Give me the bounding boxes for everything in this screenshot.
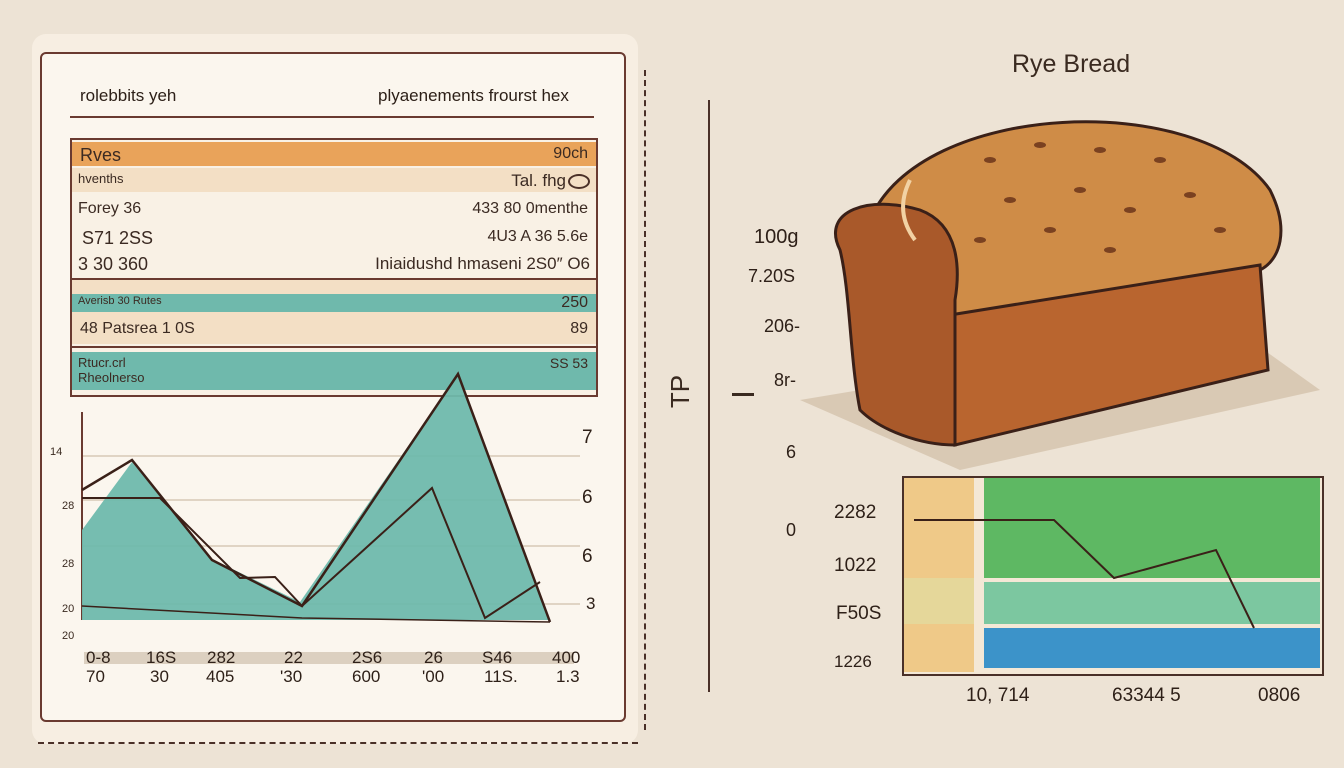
center-glyph: TP <box>665 374 696 409</box>
x-tick: 2S6 <box>352 648 383 667</box>
table-row: 3 30 360 Iniaidushd hmaseni 2S0″ O6 <box>78 254 590 274</box>
mini-chart-band-green <box>984 478 1320 578</box>
table-row: Averisb 30 Rutes 250 <box>72 294 596 312</box>
y-tick-left: 20 <box>62 603 75 615</box>
x-tick: 600 <box>352 667 381 686</box>
dashed-divider <box>644 70 646 730</box>
vertical-divider <box>708 100 710 692</box>
x-tick: 16S <box>146 648 177 667</box>
x-tick: 11S. <box>484 667 518 686</box>
table-row: Rves 90ch <box>72 142 596 166</box>
y-tick-left: 14 <box>50 446 63 458</box>
bean-icon <box>568 174 590 189</box>
mini-y-label: 2282 <box>834 502 877 523</box>
x-tick: 22 <box>284 648 303 667</box>
y-tick-right: 6 <box>582 487 593 508</box>
y-tick-left: 28 <box>62 500 75 512</box>
mini-x-label: 10, 714 <box>966 685 1030 706</box>
table-row-spacer <box>72 280 596 294</box>
x-tick: 70 <box>86 667 105 686</box>
mini-chart-line <box>914 519 1255 629</box>
series-baseline <box>81 605 551 623</box>
table-row: S71 2SS 4U3 A 36 5.6e <box>82 228 588 248</box>
x-tick: 30 <box>150 667 169 686</box>
line-chart <box>81 371 580 623</box>
x-tick: 405 <box>206 667 235 686</box>
series-line-2 <box>82 486 541 620</box>
bread-top <box>868 120 1283 322</box>
row-divider <box>72 346 596 348</box>
y-tick-right: 7 <box>582 427 593 448</box>
table-row: 48 Patsrea 1 0S 89 <box>72 312 596 344</box>
mini-x-label: 63344 5 <box>1112 685 1181 706</box>
x-tick: '00 <box>422 667 445 686</box>
x-label-band <box>84 652 574 664</box>
mini-chart <box>902 476 1324 676</box>
side-label: 206- <box>764 316 801 336</box>
mini-chart-band-yellow <box>904 578 974 624</box>
y-tick-right: 6 <box>582 546 593 567</box>
row-divider <box>72 278 596 280</box>
card-header-left: rolebbits yeh <box>80 86 177 105</box>
x-tick: 0-8 <box>86 648 111 667</box>
x-tick: '30 <box>280 667 303 686</box>
table-row: hvenths Tal. fhg <box>72 168 596 192</box>
x-tick: S46 <box>482 648 513 667</box>
side-label: 0 <box>786 520 797 540</box>
x-tick: 282 <box>207 648 236 667</box>
nutrition-table: Rves 90ch hvenths Tal. fhg Forey 36 433 … <box>70 138 598 397</box>
series-line-1 <box>81 371 552 623</box>
series-area <box>82 374 550 620</box>
bottom-dashed-line <box>38 742 638 744</box>
y-tick-left: 28 <box>62 558 75 570</box>
mini-y-label: F50S <box>836 603 882 624</box>
mini-chart-band-blue <box>984 628 1320 668</box>
rye-bread-icon <box>800 120 1320 470</box>
card-header-right: plyaenements frourst hex <box>378 86 569 105</box>
center-dash <box>732 393 754 396</box>
product-title: Rye Bread <box>1012 50 1131 78</box>
side-label: 8r- <box>774 370 796 390</box>
bread-seeds <box>974 142 1226 253</box>
header-divider <box>70 116 594 118</box>
x-tick: 26 <box>424 648 443 667</box>
side-label: 7.20S <box>748 266 796 286</box>
side-label: 100g <box>754 226 799 248</box>
mini-x-label: 0806 <box>1258 685 1301 706</box>
side-label: 6 <box>786 442 797 462</box>
y-tick-right: 3 <box>586 594 596 613</box>
x-tick: 1.3 <box>556 667 580 686</box>
table-row: Rtucr.crl Rheolnerso SS 53 <box>72 352 596 390</box>
bread-end <box>833 202 959 447</box>
mini-y-label: 1022 <box>834 555 877 576</box>
bread-highlight <box>901 179 917 242</box>
mini-y-label: 1226 <box>834 652 872 671</box>
mini-chart-band-mint <box>984 582 1320 624</box>
table-row: Forey 36 433 80 0menthe <box>78 200 588 217</box>
y-tick-left: 20 <box>62 630 75 642</box>
mini-chart-band <box>904 478 974 672</box>
x-tick: 400 <box>552 648 581 667</box>
